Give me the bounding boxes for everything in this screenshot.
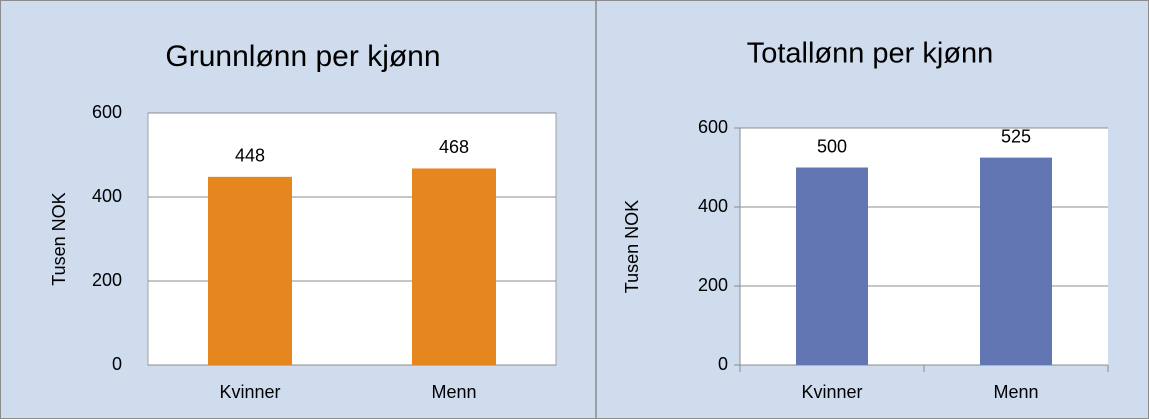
value-label: 448	[235, 146, 265, 166]
value-label: 525	[1001, 126, 1031, 146]
x-tick-label: Menn	[993, 382, 1038, 402]
y-axis-label: Tusen NOK	[622, 200, 642, 293]
y-tick-label: 600	[92, 102, 122, 122]
y-tick-label: 200	[698, 275, 728, 295]
value-label: 468	[439, 137, 469, 157]
plot-area	[740, 128, 1108, 365]
y-tick-label: 400	[698, 196, 728, 216]
value-label: 500	[817, 136, 847, 156]
chart-title: Totallønn per kjønn	[747, 38, 994, 70]
y-tick-label: 200	[92, 270, 122, 290]
bar	[412, 168, 496, 365]
bar	[208, 176, 292, 365]
chart-title: Grunnlønn per kjønn	[165, 40, 440, 73]
y-tick-label: 400	[92, 186, 122, 206]
y-tick-label: 0	[112, 354, 122, 374]
y-tick-label: 0	[718, 354, 728, 374]
bar	[980, 157, 1052, 365]
bar	[796, 167, 868, 365]
y-axis-label: Tusen NOK	[49, 192, 69, 285]
x-tick-label: Kvinner	[219, 382, 280, 402]
x-tick-label: Menn	[431, 382, 476, 402]
y-tick-label: 600	[698, 117, 728, 137]
x-tick-label: Kvinner	[801, 382, 862, 402]
